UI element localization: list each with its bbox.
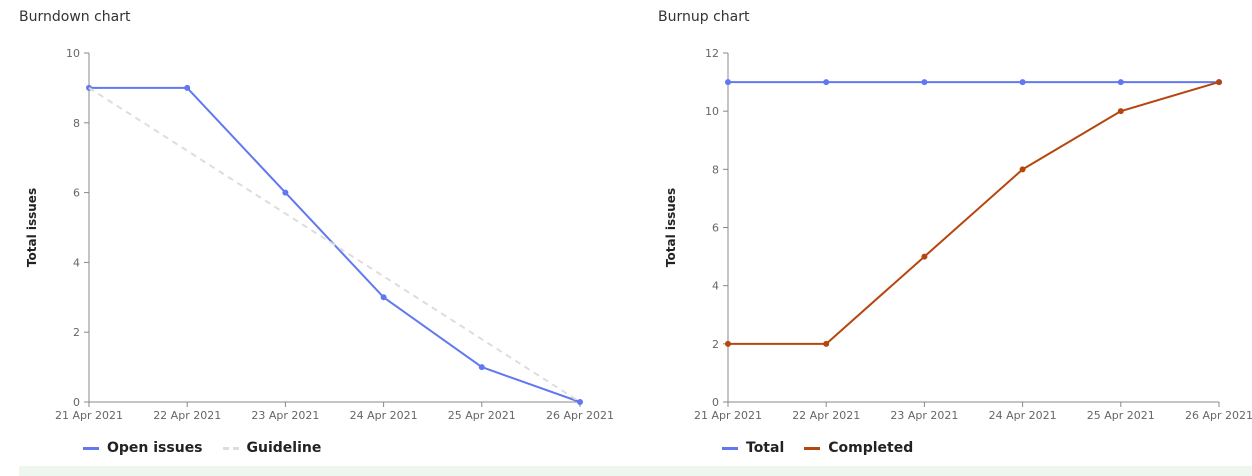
legend-swatch-open-issues: [83, 446, 99, 450]
x-tick-label: 26 Apr 2021: [1185, 409, 1252, 422]
data-point-total[interactable]: [1117, 79, 1124, 86]
burnup-legend: Total Completed: [722, 440, 913, 456]
y-tick-label: 10: [66, 47, 80, 60]
burndown-chart: 0 2 4 6 8 10 21 Apr 2021 22 Apr 2021 23 Apr 2021…: [25, 47, 614, 422]
data-point-open-issues[interactable]: [577, 399, 583, 405]
legend-swatch-guideline: [222, 446, 239, 450]
series-line-guideline[interactable]: [88, 87, 581, 403]
burnup-panel: Burnup chart 0 2 4 6 8 10 12 21 Apr 2021 22 Apr …: [639, 0, 1252, 466]
data-point-total[interactable]: [1019, 79, 1026, 86]
data-point-total[interactable]: [823, 79, 830, 86]
bottom-info-bar: [19, 466, 1252, 476]
y-tick-label: 6: [73, 187, 80, 200]
legend-label-guideline: Guideline: [246, 440, 322, 456]
data-point-open-issues[interactable]: [282, 189, 289, 196]
data-point-open-issues[interactable]: [380, 294, 387, 301]
legend-label-completed: Completed: [828, 440, 914, 456]
data-point-completed[interactable]: [1019, 166, 1026, 173]
data-point-completed[interactable]: [1117, 108, 1124, 115]
data-point-completed[interactable]: [725, 340, 731, 347]
y-tick-label: 4: [712, 280, 719, 293]
data-point-completed[interactable]: [823, 340, 830, 347]
x-tick-label: 25 Apr 2021: [448, 409, 516, 422]
x-tick-label: 26 Apr 2021: [546, 409, 614, 422]
y-tick-label: 10: [705, 105, 719, 118]
y-tick-label: 2: [73, 326, 80, 339]
x-tick-label: 21 Apr 2021: [694, 409, 762, 422]
x-tick-label: 22 Apr 2021: [792, 409, 860, 422]
legend-swatch-total: [722, 446, 738, 450]
y-axis-title: Total issues: [664, 188, 678, 267]
x-tick-label: 24 Apr 2021: [989, 409, 1057, 422]
data-point-open-issues[interactable]: [184, 84, 191, 91]
legend-label-total: Total: [746, 440, 785, 456]
legend-swatch-completed: [804, 446, 821, 450]
burndown-legend: Open issues Guideline: [83, 440, 321, 456]
legend-label-open-issues: Open issues: [107, 440, 203, 456]
x-tick-label: 23 Apr 2021: [251, 409, 319, 422]
y-tick-label: 0: [73, 396, 80, 409]
burndown-panel: Burndown chart 0 2 4 6 8 10 21 Apr 2021 22 Apr …: [0, 0, 626, 466]
y-tick-label: 12: [705, 47, 719, 60]
burnup-title: Burnup chart: [658, 9, 750, 25]
data-point-completed[interactable]: [921, 253, 928, 260]
burnup-chart: 0 2 4 6 8 10 12 21 Apr 2021 22 Apr 2021 23 Apr 20…: [664, 47, 1252, 422]
y-tick-label: 2: [712, 338, 719, 351]
legend-item-completed[interactable]: Completed: [804, 440, 913, 456]
y-tick-label: 8: [73, 117, 80, 130]
data-point-total[interactable]: [921, 79, 928, 86]
series-line-completed[interactable]: [728, 81, 1220, 345]
legend-item-total[interactable]: Total: [722, 440, 784, 456]
x-tick-label: 21 Apr 2021: [55, 409, 123, 422]
legend-item-open-issues[interactable]: Open issues: [83, 440, 203, 456]
y-tick-label: 4: [73, 256, 80, 269]
x-tick-label: 23 Apr 2021: [890, 409, 958, 422]
y-tick-label: 6: [712, 222, 719, 235]
legend-item-guideline[interactable]: Guideline: [222, 440, 322, 456]
x-tick-label: 24 Apr 2021: [350, 409, 418, 422]
x-tick-label: 22 Apr 2021: [153, 409, 221, 422]
y-tick-label: 8: [712, 163, 719, 176]
y-tick-label: 0: [712, 396, 719, 409]
data-point-completed[interactable]: [1216, 79, 1222, 86]
x-tick-label: 25 Apr 2021: [1087, 409, 1155, 422]
data-point-total[interactable]: [725, 79, 731, 86]
burndown-title: Burndown chart: [19, 9, 131, 25]
data-point-open-issues[interactable]: [478, 364, 485, 371]
y-axis-title: Total issues: [25, 188, 39, 267]
